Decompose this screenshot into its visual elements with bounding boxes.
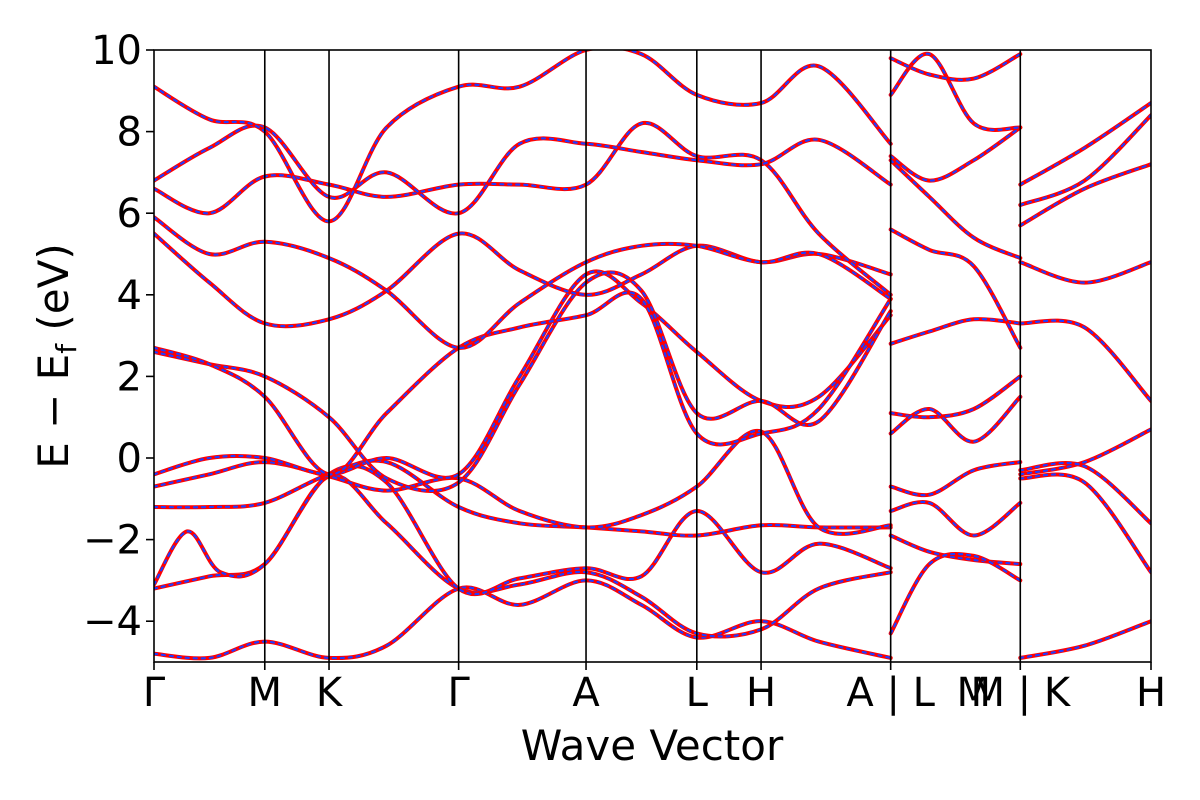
band-line-14: [888, 374, 1023, 420]
band-line-30: [1018, 260, 1151, 285]
y-tick-label: −2: [83, 518, 142, 564]
band-overlay-31: [1019, 163, 1151, 227]
x-tick-label: Γ: [143, 670, 166, 716]
band-overlay-29: [1019, 319, 1151, 402]
band-overlay-26: [1019, 473, 1151, 574]
band-line-13: [888, 317, 1023, 346]
band-line-20: [888, 227, 1023, 350]
band-overlay-0: [154, 579, 892, 660]
kpoint-lines: [263, 50, 1022, 662]
x-axis-label: Wave Vector: [521, 721, 784, 770]
x-tick-label: M: [248, 670, 283, 716]
y-axis-label-sub: f: [50, 343, 83, 354]
bands-group: [154, 50, 1151, 661]
band-overlay-13: [889, 317, 1022, 345]
band-overlay-30: [1019, 261, 1151, 284]
band-line-24: [888, 52, 1023, 82]
band-overlay-14: [889, 375, 1022, 419]
x-tick-label: A: [572, 670, 600, 716]
band-overlay-6: [154, 271, 892, 492]
y-tick-label: 2: [117, 354, 142, 400]
y-axis-label-unit: (eV): [29, 243, 78, 344]
band-line-16: [888, 460, 1023, 498]
band-overlay-33: [1019, 101, 1151, 186]
y-tick-label: 6: [117, 191, 142, 237]
band-overlay-24: [889, 53, 1022, 81]
band-line-25: [1018, 619, 1151, 660]
y-tick-label: 4: [117, 273, 142, 319]
band-line-17: [888, 500, 1023, 538]
band-line-29: [1018, 318, 1151, 403]
band-overlay-32: [1019, 114, 1151, 207]
band-overlay-18: [889, 534, 1022, 566]
x-tick-label: M: [956, 670, 991, 716]
band-overlay-12: [154, 50, 892, 223]
y-axis-label: E − Ef (eV): [29, 243, 83, 469]
band-overlay-25: [1019, 620, 1151, 659]
band-line-32: [1018, 113, 1151, 207]
band-overlay-15: [889, 395, 1022, 443]
band-overlay-2: [154, 464, 892, 596]
band-line-19: [888, 551, 1023, 636]
band-overlay-28: [1019, 461, 1151, 525]
x-tick-label: Γ: [447, 670, 470, 716]
x-tick-label: M | K: [970, 670, 1071, 716]
x-tick-label: K: [316, 670, 344, 716]
y-axis-label-main: E − E: [29, 354, 78, 469]
y-tick-label: 10: [91, 28, 142, 74]
y-ticks: −4 −2 0 2 4 6 8 10: [83, 28, 154, 645]
band-overlay-19: [889, 552, 1022, 635]
band-overlay-9: [154, 216, 892, 349]
x-tick-label: A | L: [846, 670, 935, 716]
band-overlay-17: [889, 500, 1022, 537]
plot-frame: [153, 49, 1152, 663]
x-tick-label: L: [686, 670, 709, 716]
band-overlay-21: [889, 159, 1022, 260]
band-overlay-16: [889, 461, 1022, 497]
band-overlay-20: [889, 228, 1022, 349]
y-tick-label: 8: [117, 110, 142, 156]
band-overlay-22: [889, 126, 1022, 182]
x-tick-label: H: [1136, 670, 1166, 716]
x-tick-label: H: [746, 670, 776, 716]
band-line-23: [888, 52, 1023, 132]
band-line-18: [888, 533, 1023, 567]
y-tick-label: 0: [117, 436, 142, 482]
band-line-21: [888, 158, 1023, 261]
band-line-26: [1018, 472, 1151, 575]
y-tick-label: −4: [83, 599, 142, 645]
band-overlay-27: [1019, 428, 1151, 476]
band-overlay-4: [154, 429, 892, 535]
